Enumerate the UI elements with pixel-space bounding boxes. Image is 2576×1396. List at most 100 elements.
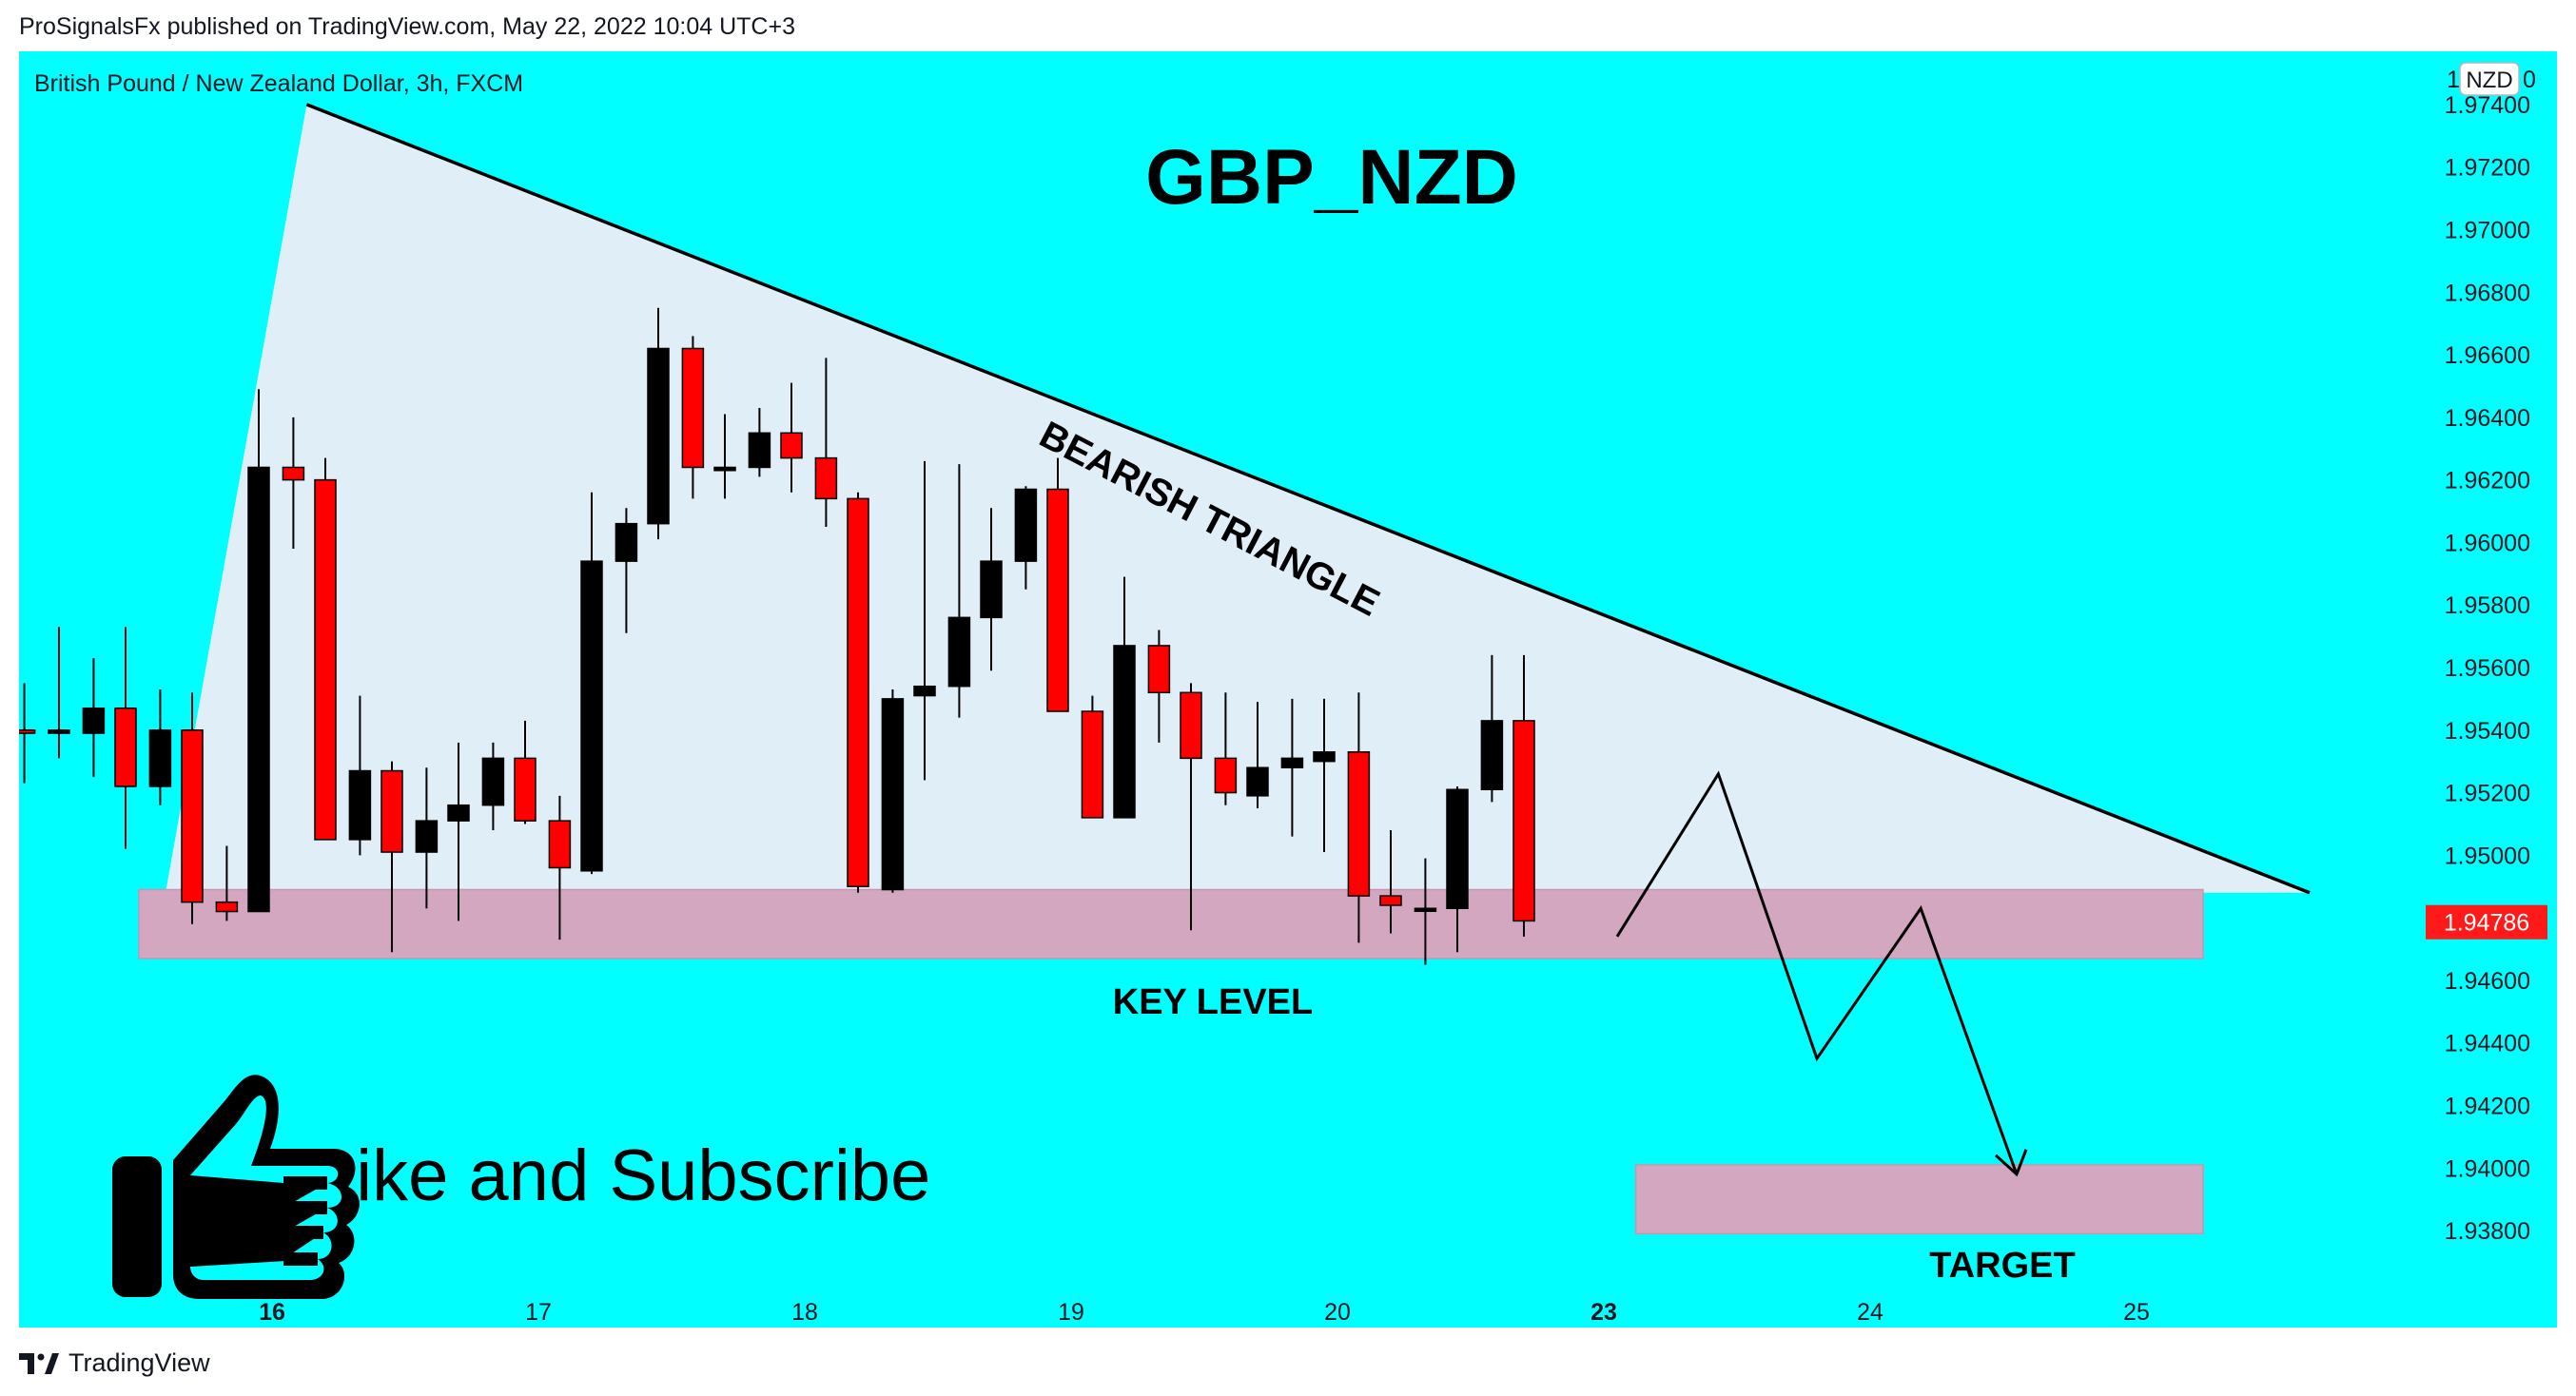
tradingview-logo-icon <box>19 1352 59 1374</box>
x-tick-label: 16 <box>259 1299 285 1326</box>
y-tick-label: 1.95600 <box>2445 655 2530 682</box>
y-tick-label: 1.95800 <box>2445 592 2530 619</box>
candle-body <box>647 347 670 525</box>
candle-body <box>1081 710 1104 819</box>
thumbs-up-inner <box>190 1095 342 1280</box>
candle-body <box>1446 788 1469 909</box>
y-tick-label: 1.96400 <box>2445 405 2530 432</box>
candle-body <box>314 478 337 841</box>
triangle-upper-line <box>305 103 2311 895</box>
candle-body <box>19 729 36 734</box>
candle-body <box>447 804 470 822</box>
candle <box>681 336 705 499</box>
last-price-label: 1.94786 <box>2444 910 2529 937</box>
y-tick-label: 1.94000 <box>2445 1155 2530 1182</box>
y-tick-label: 1.94600 <box>2445 968 2530 995</box>
y-tick-label: 1.97200 <box>2445 155 2530 182</box>
candle-body <box>82 707 106 734</box>
cta-text: Like and Subscribe <box>316 1135 930 1216</box>
candle <box>1180 683 1202 931</box>
candle-body <box>780 432 803 459</box>
price-chart[interactable]: British Pound / New Zealand Dollar, 3h, … <box>19 51 2557 1328</box>
candle <box>415 767 439 909</box>
candle <box>548 795 572 940</box>
key-level-label: KEY LEVEL <box>1113 982 1313 1022</box>
candle-body <box>1147 645 1171 694</box>
candle <box>1280 698 1304 837</box>
candle-body <box>1113 645 1136 819</box>
axis-top-fragment: 1 <box>2447 67 2460 93</box>
candle-body <box>713 466 736 472</box>
y-tick-label: 1.96600 <box>2445 342 2530 369</box>
candle <box>1046 457 1069 712</box>
candle <box>514 720 537 824</box>
candle-body <box>580 560 603 872</box>
candle <box>19 683 36 784</box>
candle <box>1414 858 1437 965</box>
candle <box>947 464 971 718</box>
candle <box>1147 630 1171 743</box>
x-tick-label: 25 <box>2123 1299 2150 1326</box>
candle <box>215 845 239 921</box>
last-price-tag <box>2426 904 2547 940</box>
candle <box>314 457 337 841</box>
candle-body <box>1014 488 1038 562</box>
candle-body <box>181 729 204 903</box>
candle <box>780 382 803 493</box>
axis-top-fragment-right: 0 <box>2523 67 2536 93</box>
y-tick-label: 1.96800 <box>2445 280 2530 306</box>
x-tick-label: 20 <box>1324 1299 1351 1326</box>
y-tick-label: 1.95200 <box>2445 781 2530 807</box>
candle <box>748 407 771 477</box>
y-tick-label: 1.96200 <box>2445 468 2530 494</box>
candle-body <box>282 466 305 481</box>
key-level-zone <box>138 888 2204 960</box>
tradingview-brand[interactable]: TradingView <box>19 1348 210 1378</box>
candle <box>114 627 137 849</box>
x-tick-label: 24 <box>1857 1299 1883 1326</box>
thumbs-up-icon <box>112 1075 360 1299</box>
candle <box>1480 654 1504 803</box>
candle <box>1246 702 1269 808</box>
candle-body <box>681 347 705 469</box>
candle-body <box>980 560 1003 619</box>
candle <box>381 761 403 953</box>
y-tick-label: 1.94400 <box>2445 1031 2530 1057</box>
y-tick-label: 1.95000 <box>2445 843 2530 869</box>
x-tick-label: 18 <box>791 1299 818 1326</box>
y-tick-label: 1.94200 <box>2445 1093 2530 1119</box>
x-tick-label: 23 <box>1590 1299 1617 1326</box>
candle-body <box>215 901 239 913</box>
candle <box>881 689 905 893</box>
candle <box>1081 695 1104 819</box>
candle-body <box>1512 720 1535 922</box>
chart-panel[interactable]: British Pound / New Zealand Dollar, 3h, … <box>19 51 2557 1328</box>
candle <box>580 492 603 875</box>
candle-body <box>1046 488 1069 712</box>
candle-body <box>514 757 537 822</box>
candle-body <box>1180 691 1202 760</box>
candle-body <box>1414 907 1437 912</box>
candle-body <box>1480 720 1504 791</box>
candle <box>1113 576 1136 819</box>
candle-body <box>247 466 270 913</box>
candle-body <box>847 497 869 887</box>
candle-body <box>814 456 838 500</box>
chart-title: GBP_NZD <box>1145 134 1518 221</box>
candle <box>247 389 270 913</box>
candle <box>814 358 838 527</box>
candle-body <box>148 729 172 787</box>
candle <box>1347 692 1371 943</box>
thumbs-up-cuff <box>112 1156 162 1297</box>
y-tick-label: 1.97000 <box>2445 217 2530 243</box>
candle <box>82 658 106 778</box>
triangle-area <box>166 104 2310 893</box>
candle <box>1313 698 1336 853</box>
y-tick-label: 1.95400 <box>2445 718 2530 745</box>
target-label: TARGET <box>1929 1246 2075 1286</box>
candle <box>1379 830 1402 934</box>
projection-path <box>1615 770 2019 1175</box>
candle-body <box>1246 766 1269 797</box>
candle-body <box>114 707 137 787</box>
thumbs-up-fingers <box>283 1176 327 1266</box>
